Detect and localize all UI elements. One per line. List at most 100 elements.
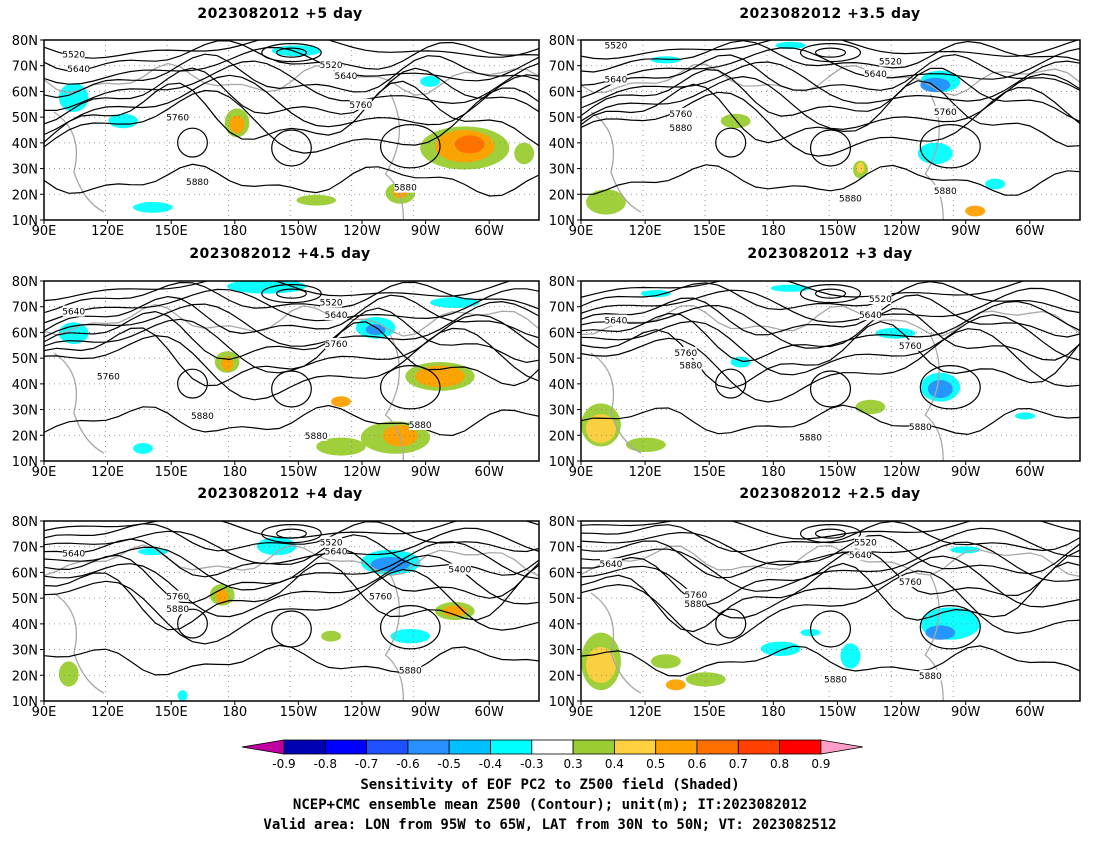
lon-tick-label: 150E [155, 705, 188, 720]
coastline [590, 352, 642, 454]
z500-contour [581, 86, 1080, 157]
colorbar-swatch [696, 739, 739, 755]
lon-tick-label: 120W [883, 224, 921, 239]
contour-label: 5640 [67, 65, 90, 75]
lon-tick-label: 90E [32, 224, 57, 239]
z500-contour [581, 307, 1080, 363]
z500-contour [581, 534, 1080, 579]
z500-contour [44, 547, 539, 604]
z500-contour [581, 314, 1080, 376]
sensitivity-shading [58, 83, 89, 112]
z500-contour [581, 300, 1080, 349]
lon-tick-label: 150E [155, 224, 188, 239]
sensitivity-shading [514, 142, 535, 165]
sensitivity-shading [256, 537, 297, 556]
contour-label-bg [899, 576, 922, 588]
coastline [924, 334, 944, 461]
sensitivity-shading [454, 135, 485, 154]
contour-label-bg [879, 55, 902, 67]
lon-tick-label: 120E [629, 224, 662, 239]
z500-contour [276, 47, 307, 58]
lon-tick-label: 180 [222, 705, 247, 720]
contour-label-bg [97, 370, 120, 382]
z500-contour [44, 307, 539, 364]
contour-label: 5520 [854, 539, 877, 549]
map-content: 5640 5520 5640 5760 5760 5880 5880 5880 [581, 281, 1080, 461]
z500-contour [799, 284, 862, 304]
colorbar-label: 0.7 [729, 757, 748, 771]
colorbar-swatch [490, 739, 533, 755]
lon-tick-label: 180 [761, 224, 786, 239]
lon-tick-label: 150W [280, 705, 318, 720]
contour-label: 5880 [824, 675, 847, 685]
contour-label: 5760 [349, 101, 372, 111]
sensitivity-shading [650, 654, 681, 669]
sensitivity-shading [840, 643, 861, 669]
lat-tick-label: 40N [549, 378, 575, 393]
lat-tick-label: 40N [12, 378, 38, 393]
contour-label-bg [320, 536, 343, 548]
lat-tick-label: 50N [12, 592, 38, 607]
colorbar: -0.9 -0.8 -0.7 -0.6 -0.5 -0.4 -0.3 0.3 0.4 0.5 0.6… [241, 739, 863, 771]
lat-tick-label: 30N [549, 644, 575, 659]
z500-contour [581, 294, 1080, 338]
z500-contour [44, 327, 539, 401]
lon-tick-label: 90W [411, 224, 441, 239]
z500-contour [581, 40, 1080, 60]
coastline [581, 63, 1080, 96]
coastline [53, 352, 105, 454]
contour-label: 5760 [97, 372, 120, 382]
lat-tick-label: 20N [12, 669, 38, 684]
lon-tick-label: 180 [761, 705, 786, 720]
z500-contour [44, 281, 539, 314]
sensitivity-shading [216, 589, 229, 604]
lon-tick-label: 150E [693, 705, 726, 720]
z500-contour [379, 123, 441, 169]
lat-tick-label: 70N [12, 541, 38, 556]
z500-contour [814, 288, 847, 299]
z500-contour [581, 320, 1080, 390]
contour-label: 5640 [849, 551, 872, 561]
contour-label-bg [62, 305, 85, 317]
z500-contour [44, 321, 539, 387]
z500-contour [44, 568, 539, 645]
contour-label: 5520 [62, 50, 85, 60]
contour-label-bg [934, 185, 957, 197]
contour-label: 5760 [669, 110, 692, 120]
colorbar-swatch [572, 739, 615, 755]
z500-contour [581, 287, 1080, 323]
coastline [924, 574, 944, 701]
contour-label-bg [325, 309, 348, 321]
contour-label: 5760 [369, 593, 392, 603]
colorbar-arrow-left [241, 739, 285, 755]
lon-tick-label: 60W [474, 705, 504, 720]
lon-tick-label: 120W [343, 705, 381, 720]
lat-tick-label: 80N [12, 34, 38, 49]
sensitivity-shading [685, 672, 726, 687]
colorbar-label: -0.3 [520, 757, 543, 771]
colorbar-label: 0.6 [687, 757, 706, 771]
z500-contour [271, 610, 312, 648]
lon-tick-label: 150E [693, 224, 726, 239]
z500-contour [581, 60, 1080, 109]
contour-label-bg [409, 419, 432, 430]
contour-label-bg [799, 431, 822, 443]
lon-tick-label: 120E [91, 705, 124, 720]
sensitivity-shading [920, 77, 951, 93]
panel-title-6: 2023082012 +2.5 day [739, 486, 921, 502]
coastline [44, 62, 539, 96]
sensitivity-shading [58, 661, 79, 687]
lon-tick-label: 90E [569, 465, 594, 480]
lon-tick-label: 150W [819, 224, 857, 239]
lat-tick-label: 50N [549, 111, 575, 126]
sensitivity-shading [665, 679, 686, 691]
colorbar-swatch [324, 739, 367, 755]
z500-contour [581, 561, 1080, 633]
lat-tick-label: 50N [549, 352, 575, 367]
lon-tick-label: 90W [411, 465, 441, 480]
z500-contour [271, 129, 312, 167]
lat-tick-label: 10N [12, 455, 38, 470]
contour-label-bg [166, 590, 189, 602]
